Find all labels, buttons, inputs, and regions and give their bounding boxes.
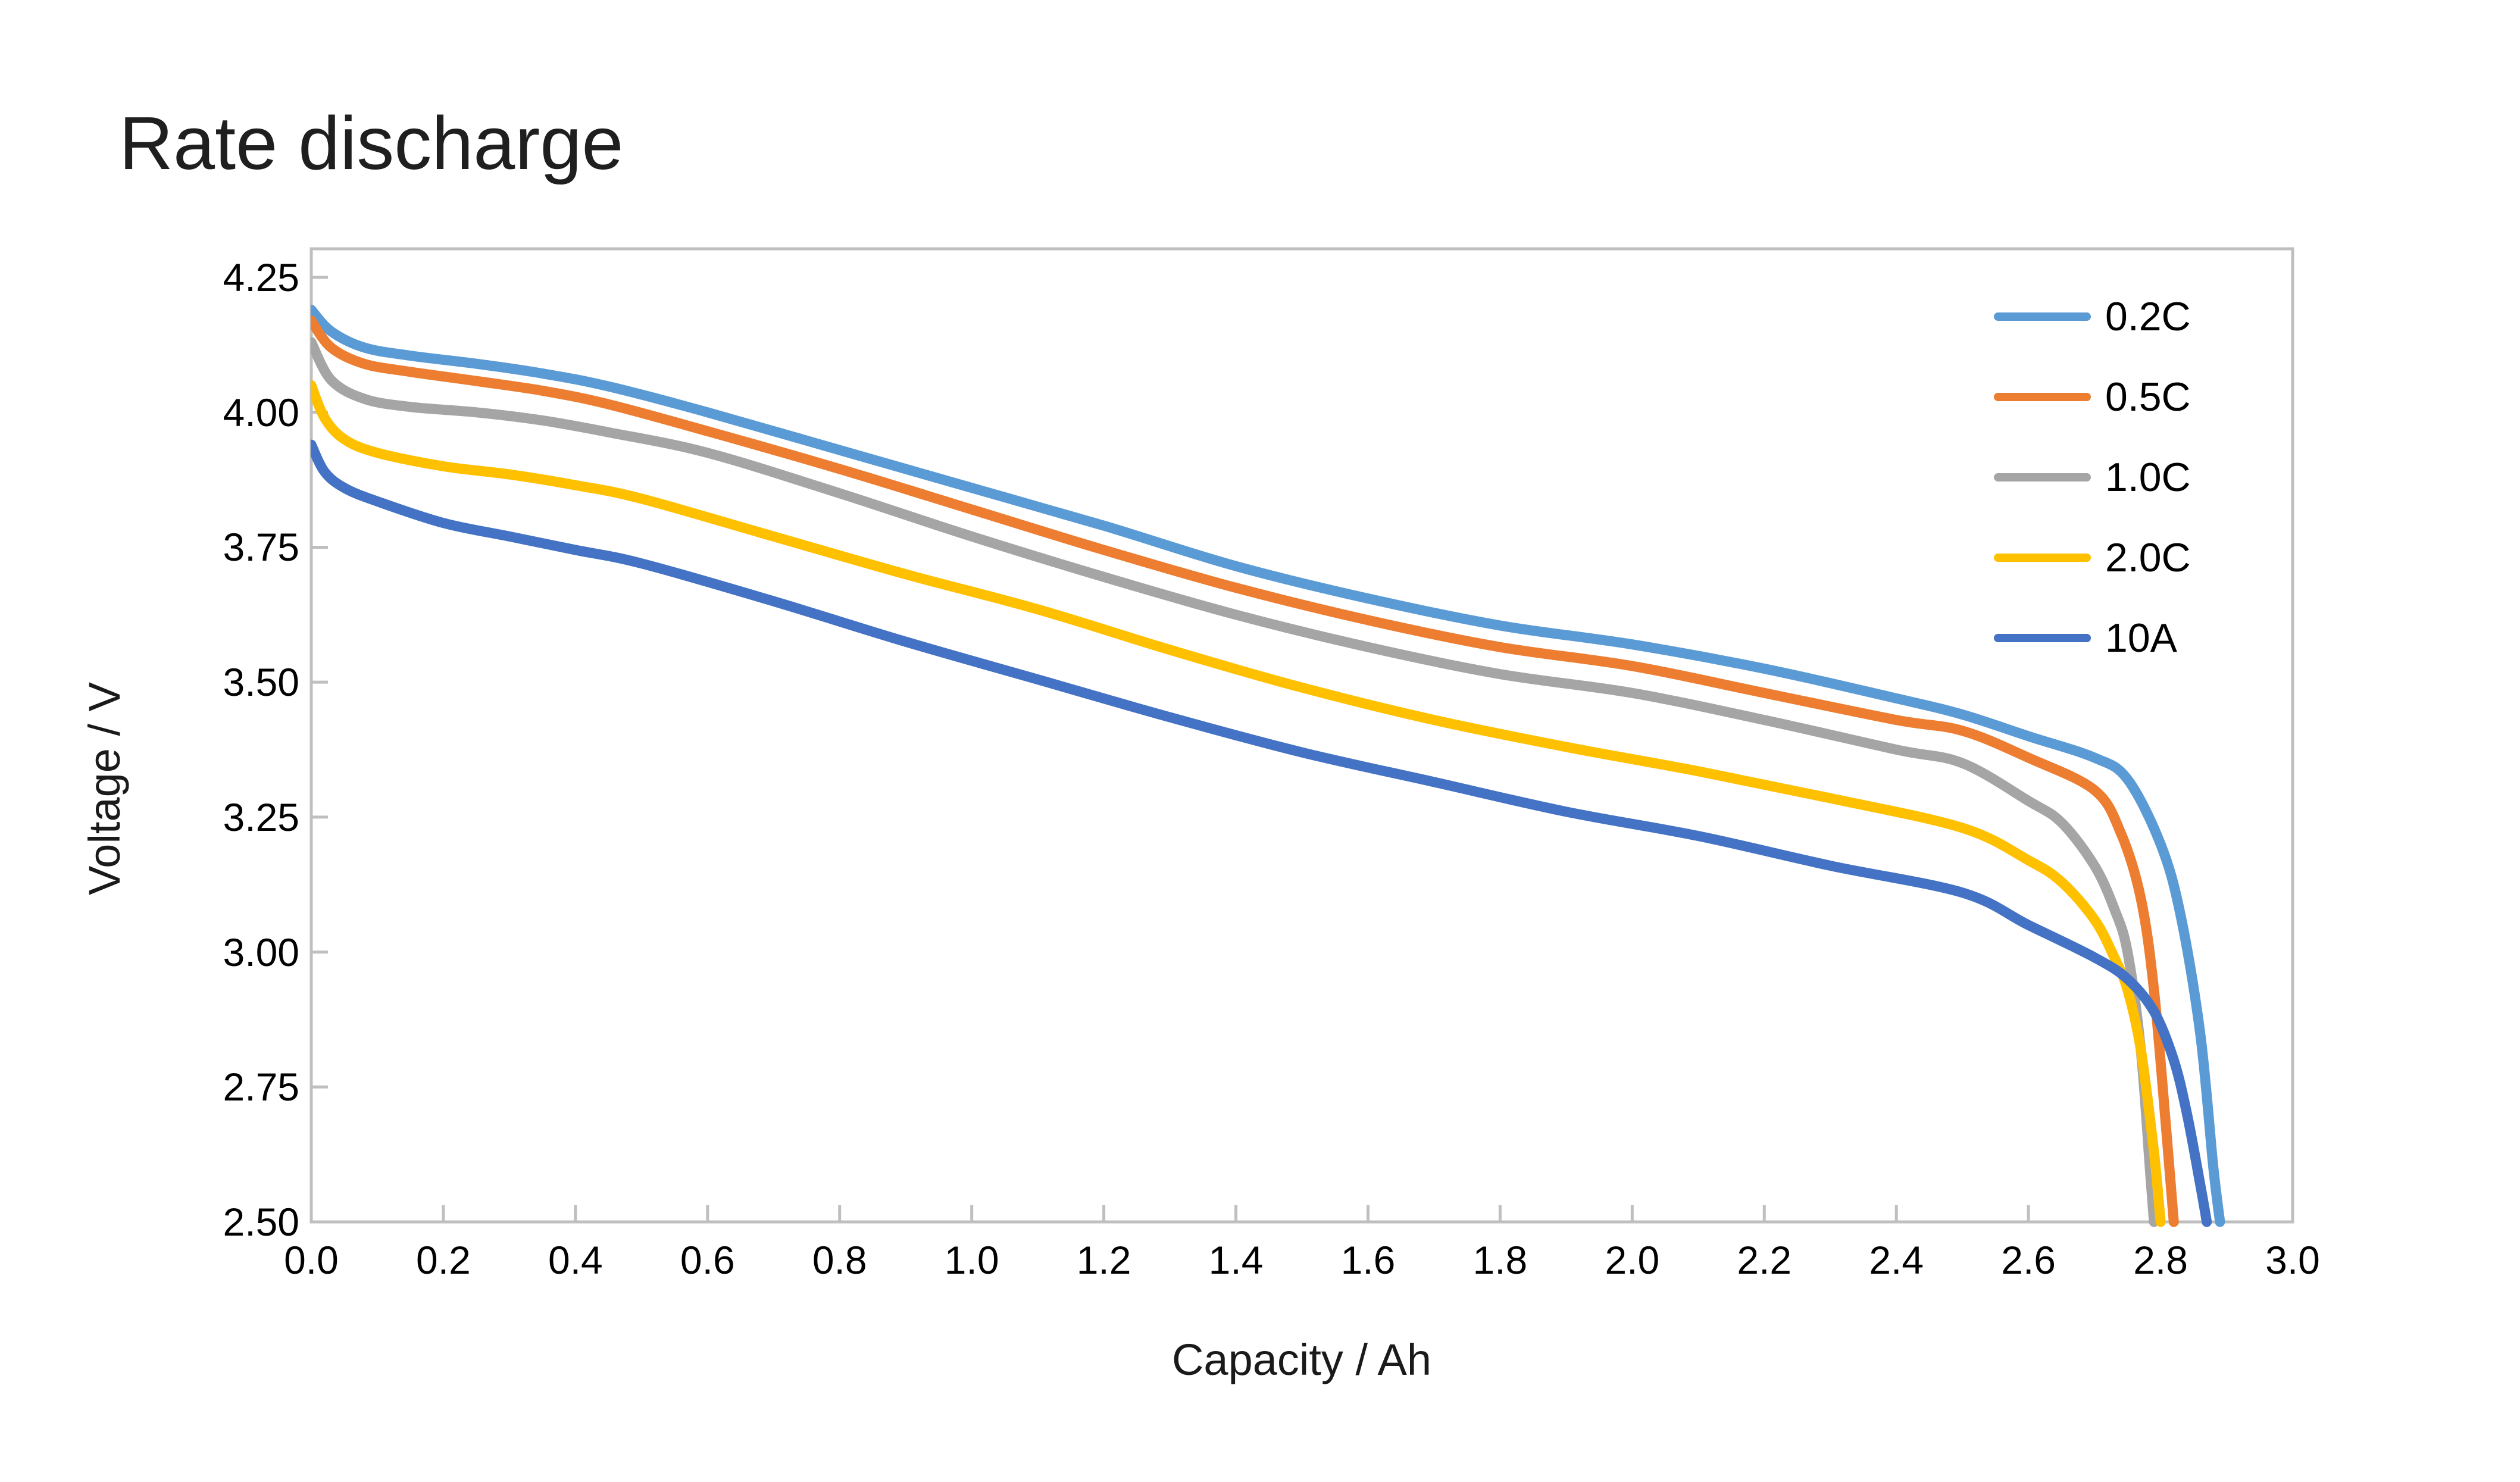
x-tick-label: 1.2 <box>1076 1238 1131 1282</box>
x-tick-label: 2.8 <box>2133 1238 2188 1282</box>
series-line-0.2C <box>311 304 2225 1227</box>
legend-label: 10A <box>2105 615 2177 661</box>
y-tick-label: 2.50 <box>223 1200 299 1244</box>
legend-line-swatch <box>1994 634 2091 642</box>
x-tick-label: 3.0 <box>2265 1238 2320 1282</box>
chart-title: Rate discharge <box>119 101 624 185</box>
series-line-2.0C <box>311 380 2166 1227</box>
legend-entry: 0.2C <box>1994 291 2191 342</box>
legend-label: 0.5C <box>2105 374 2191 420</box>
legend-entry: 0.5C <box>1994 371 2191 423</box>
x-tick-label: 0.6 <box>680 1238 735 1282</box>
y-tick-label: 4.25 <box>223 255 299 300</box>
legend-label: 0.2C <box>2105 294 2191 339</box>
series-line-10A <box>311 439 2212 1227</box>
x-tick-label: 1.6 <box>1340 1238 1396 1282</box>
y-tick-label: 3.25 <box>223 795 299 839</box>
legend-line-swatch <box>1994 473 2091 482</box>
x-tick-label: 1.8 <box>1472 1238 1528 1282</box>
legend-line-swatch <box>1994 393 2091 401</box>
x-tick-label: 1.4 <box>1208 1238 1264 1282</box>
x-tick-label: 0.8 <box>812 1238 867 1282</box>
legend-line-swatch <box>1994 312 2091 321</box>
y-tick-label: 2.75 <box>223 1065 299 1109</box>
y-tick-label: 4.00 <box>223 390 299 434</box>
x-axis-title: Capacity / Ah <box>1171 1335 1431 1384</box>
y-tick-label: 3.00 <box>223 930 299 974</box>
legend-line-swatch <box>1994 554 2091 562</box>
series-line-1.0C <box>311 337 2159 1227</box>
y-tick-label: 3.75 <box>223 525 299 570</box>
legend-entry: 2.0C <box>1994 532 2191 583</box>
y-tick-label: 3.50 <box>223 660 299 705</box>
legend-label: 1.0C <box>2105 455 2191 500</box>
legend-label: 2.0C <box>2105 535 2191 580</box>
plot-frame <box>309 247 2294 1224</box>
x-tick-label: 1.0 <box>944 1238 999 1282</box>
x-tick-label: 2.6 <box>2001 1238 2056 1282</box>
x-tick-label: 0.0 <box>284 1238 339 1282</box>
x-tick-label: 2.0 <box>1605 1238 1660 1282</box>
x-tick-label: 0.4 <box>548 1238 603 1282</box>
x-tick-label: 2.2 <box>1737 1238 1792 1282</box>
legend-entry: 1.0C <box>1994 452 2191 503</box>
series-line-0.5C <box>311 315 2179 1227</box>
legend-entry: 10A <box>1994 612 2177 664</box>
x-tick-label: 0.2 <box>416 1238 471 1282</box>
x-tick-label: 2.4 <box>1869 1238 1924 1282</box>
